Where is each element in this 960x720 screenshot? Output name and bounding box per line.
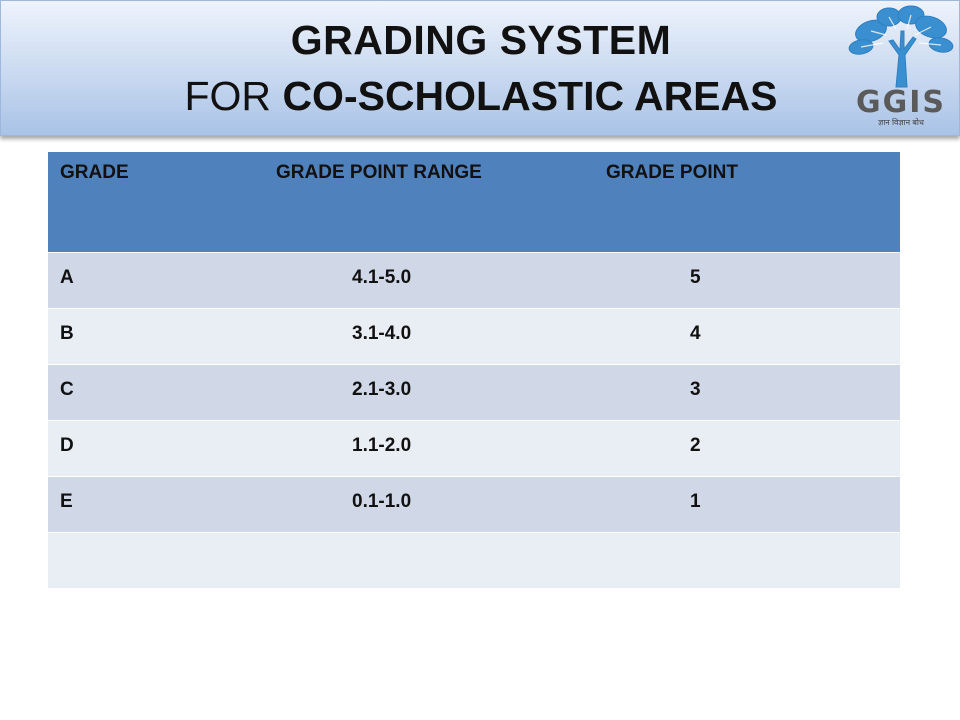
point-cell: 5 [606,251,900,308]
logo-text: GGIS [855,85,947,120]
table-row: C 2.1-3.0 3 [48,363,900,420]
ggis-logo: GGIS ज्ञान विज्ञान बोध [841,3,959,131]
title-line-1: GRADING SYSTEM [290,17,672,63]
table-row: B 3.1-4.0 4 [48,307,900,364]
tree-logo-icon [848,5,954,88]
grade-cell: C [48,363,260,420]
header-grade: GRADE [60,162,129,183]
point-cell: 1 [606,475,900,532]
range-cell: 0.1-1.0 [260,475,606,532]
point-cell [606,531,900,588]
grade-cell [48,531,260,588]
point-cell: 2 [606,419,900,476]
range-cell: 2.1-3.0 [260,363,606,420]
range-cell: 4.1-5.0 [260,251,606,308]
range-cell: 3.1-4.0 [260,307,606,364]
header-grade-point: GRADE POINT [606,162,738,183]
grade-cell: D [48,419,260,476]
grading-table: GRADE GRADE POINT RANGE GRADE POINT A 4.… [48,152,900,588]
table-row-empty [48,531,900,588]
table-row: D 1.1-2.0 2 [48,419,900,476]
grade-cell: B [48,307,260,364]
title-line-2-bold: CO-SCHOLASTIC AREAS [282,73,778,119]
title-banner: GRADING SYSTEM FOR CO-SCHOLASTIC AREAS G… [0,0,960,136]
table-row: A 4.1-5.0 5 [48,251,900,308]
point-cell: 3 [606,363,900,420]
title-line-2-prefix: FOR [184,73,283,119]
point-cell: 4 [606,307,900,364]
header-grade-point-range: GRADE POINT RANGE [276,162,482,183]
logo-tagline: ज्ञान विज्ञान बोध [878,118,924,127]
range-cell: 1.1-2.0 [260,419,606,476]
title-line-2: FOR CO-SCHOLASTIC AREAS [1,73,960,120]
table-header-row: GRADE GRADE POINT RANGE GRADE POINT [48,152,900,252]
grade-cell: A [48,251,260,308]
table-row: E 0.1-1.0 1 [48,475,900,532]
range-cell [260,531,606,588]
grade-cell: E [48,475,260,532]
